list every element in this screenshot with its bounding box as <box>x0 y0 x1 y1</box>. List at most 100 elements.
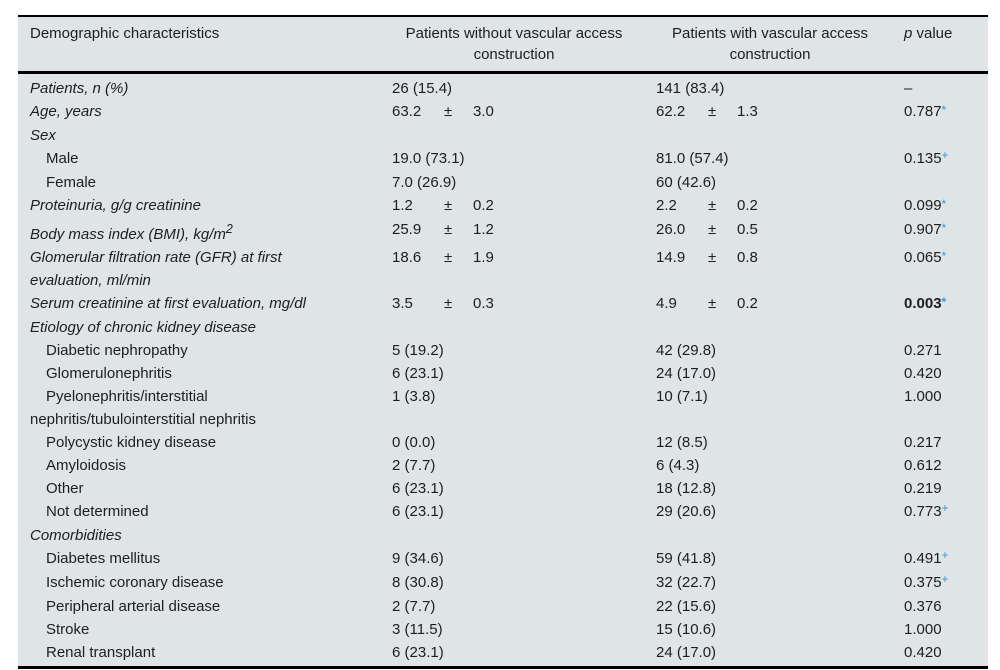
without-sd: 0.2 <box>473 197 494 214</box>
row-label: Patients, n (%) <box>30 80 129 97</box>
table-row: Amyloidosis 2 (7.7) 6 (4.3) 0.612 <box>18 454 988 477</box>
row-label: Stroke <box>46 621 90 638</box>
with-sd: 1.3 <box>737 103 758 120</box>
label-superscript: 2 <box>225 222 233 236</box>
cell-with-vascular-access: 29 (20.6) <box>656 503 717 520</box>
cell-with-vascular-access: 6 (4.3) <box>656 457 700 474</box>
with-mean: 4.9 <box>656 295 677 312</box>
cell-p-value: – <box>904 80 913 97</box>
cell-without-vascular-access: 3.5 ±0.3 <box>392 292 656 316</box>
table-row: Not determined 6 (23.1) 29 (20.6) 0.773+ <box>18 500 988 524</box>
row-label: Etiology of chronic kidney disease <box>30 319 256 336</box>
cell-without-vascular-access <box>392 124 656 147</box>
with-sd: 0.2 <box>737 197 758 214</box>
cell-p-value: 0.271 <box>904 342 942 359</box>
with-sd: 0.2 <box>737 295 758 312</box>
cell-with-vascular-access: 32 (22.7) <box>656 574 717 591</box>
cell-with-vascular-access: 22 (15.6) <box>656 598 717 615</box>
significance-asterisk: * <box>941 249 947 263</box>
cell-p-value: 0.003* <box>904 292 988 316</box>
cell-without-vascular-access <box>392 524 656 547</box>
table-row: Peripheral arterial disease 2 (7.7) 22 (15… <box>18 595 988 618</box>
cell-with-vascular-access: 60 (42.6) <box>656 174 717 191</box>
row-label: Diabetic nephropathy <box>46 342 188 359</box>
plus-minus-sign: ± <box>444 221 453 238</box>
cell-with-vascular-access: 18 (12.8) <box>656 480 717 497</box>
cell-with-vascular-access <box>656 316 904 339</box>
cell-with-vascular-access: 10 (7.1) <box>656 388 708 405</box>
cell-with-vascular-access: 12 (8.5) <box>656 434 708 451</box>
plus-minus-sign: ± <box>444 295 453 312</box>
table-row: Body mass index (BMI), kg/m2 25.9 ±1.2 26.0… <box>18 218 988 246</box>
plus-minus-sign: ± <box>708 103 717 120</box>
with-mean: 2.2 <box>656 197 677 214</box>
with-sd: 0.5 <box>737 221 758 238</box>
table-row: Polycystic kidney disease 0 (0.0) 12 (8.5)… <box>18 431 988 454</box>
cell-with-vascular-access: 141 (83.4) <box>656 80 725 97</box>
table-row: Renal transplant 6 (23.1) 24 (17.0) 0.420 <box>18 641 988 664</box>
cell-with-vascular-access <box>656 524 904 547</box>
plus-minus-sign: ± <box>708 295 717 312</box>
cell-without-vascular-access: 26 (15.4) <box>392 80 453 97</box>
without-sd: 3.0 <box>473 103 494 120</box>
header-patients-without-vascular-access: Patients without vascular access constru… <box>405 25 623 63</box>
cell-without-vascular-access: 6 (23.1) <box>392 644 444 661</box>
p-value-symbol: p <box>904 25 913 42</box>
cell-with-vascular-access: 2.2 ±0.2 <box>656 194 904 218</box>
row-label: Body mass index (BMI), kg/m2 <box>30 222 233 243</box>
cell-without-vascular-access: 2 (7.7) <box>392 598 436 615</box>
plus-minus-sign: ± <box>708 197 717 214</box>
cell-without-vascular-access <box>392 316 656 339</box>
table-row: Etiology of chronic kidney disease <box>18 316 988 339</box>
cell-p-value: 0.420 <box>904 365 942 382</box>
cell-without-vascular-access: 8 (30.8) <box>392 574 444 591</box>
without-mean: 25.9 <box>392 221 422 238</box>
table-row: Pyelonephritis/interstitial nephritis/tu… <box>18 385 988 431</box>
plus-minus-sign: ± <box>444 103 453 120</box>
row-label: Glomerulonephritis <box>46 365 172 382</box>
cell-p-value: 0.612 <box>904 457 942 474</box>
without-mean: 1.2 <box>392 197 413 214</box>
cell-without-vascular-access: 9 (34.6) <box>392 550 444 567</box>
cell-p-value: 0.491+ <box>904 547 988 571</box>
plus-minus-sign: ± <box>444 249 453 266</box>
table-row: Glomerulonephritis 6 (23.1) 24 (17.0) 0.420 <box>18 362 988 385</box>
p-value-word: value <box>912 25 953 42</box>
cell-p-value <box>904 316 988 339</box>
without-sd: 1.2 <box>473 221 494 238</box>
cell-with-vascular-access: 24 (17.0) <box>656 644 717 661</box>
cell-without-vascular-access: 25.9 ±1.2 <box>392 218 656 246</box>
cell-with-vascular-access: 14.9 ±0.8 <box>656 246 904 292</box>
table-row: Female 7.0 (26.9) 60 (42.6) <box>18 171 988 194</box>
plus-minus-sign: ± <box>708 221 717 238</box>
row-label: Ischemic coronary disease <box>46 574 224 591</box>
row-label: Diabetes mellitus <box>46 550 161 567</box>
cell-with-vascular-access: 42 (29.8) <box>656 342 717 359</box>
significance-asterisk: * <box>941 221 947 235</box>
significance-asterisk: * <box>941 103 947 117</box>
cell-with-vascular-access: 24 (17.0) <box>656 365 717 382</box>
with-mean: 62.2 <box>656 103 686 120</box>
significance-asterisk: * <box>941 197 947 211</box>
cell-p-value: 0.907* <box>904 218 988 246</box>
row-label: Serum creatinine at first evaluation, mg… <box>30 295 306 312</box>
table-row: Other 6 (23.1) 18 (12.8) 0.219 <box>18 477 988 500</box>
cell-p-value: 0.219 <box>904 480 942 497</box>
significance-plus: + <box>941 548 949 562</box>
row-label: Age, years <box>30 103 102 120</box>
without-mean: 63.2 <box>392 103 422 120</box>
row-label: Pyelonephritis/interstitial nephritis/tu… <box>30 388 256 428</box>
cell-without-vascular-access: 5 (19.2) <box>392 342 444 359</box>
plus-minus-sign: ± <box>444 197 453 214</box>
cell-p-value: 0.420 <box>904 644 942 661</box>
cell-p-value: 0.099* <box>904 194 988 218</box>
cell-p-value: 1.000 <box>904 621 942 638</box>
table-row: Sex <box>18 124 988 147</box>
cell-p-value: 0.135+ <box>904 147 988 171</box>
table-row: Patients, n (%) 26 (15.4) 141 (83.4) – <box>18 77 988 100</box>
header-demographic-characteristics: Demographic characteristics <box>30 25 220 42</box>
cell-without-vascular-access: 18.6 ±1.9 <box>392 246 656 292</box>
cell-without-vascular-access: 1.2 ±0.2 <box>392 194 656 218</box>
without-mean: 3.5 <box>392 295 413 312</box>
